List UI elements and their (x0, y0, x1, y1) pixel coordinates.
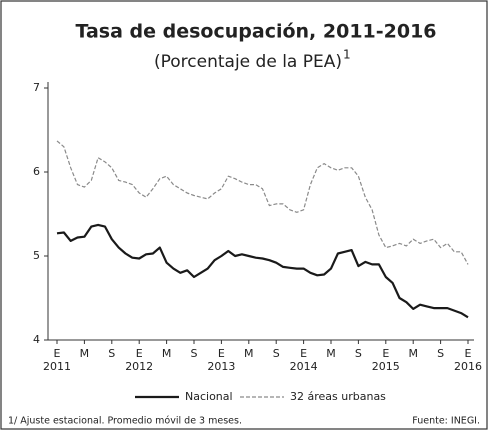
x-tick-label: S (355, 347, 362, 360)
year-label: 2015 (372, 360, 400, 373)
x-tick-label: M (80, 347, 90, 360)
footnote: 1/ Ajuste estacional. Promedio móvil de … (8, 416, 242, 427)
subtitle-note: 1 (343, 48, 351, 62)
chart-title: Tasa de desocupación, 2011-2016 (75, 21, 436, 43)
x-tick-label: S (273, 347, 280, 360)
x-tick-label: S (191, 347, 198, 360)
legend-label: Nacional (185, 390, 233, 403)
y-tick-label: 6 (33, 165, 40, 178)
x-tick-label: S (437, 347, 444, 360)
year-label: 2013 (207, 360, 235, 373)
y-tick-label: 5 (33, 249, 40, 262)
year-label: 2011 (43, 360, 71, 373)
legend-label: 32 áreas urbanas (290, 390, 386, 403)
x-tick-label: E (136, 347, 143, 360)
x-tick-label: E (465, 347, 472, 360)
series-line (56, 223, 469, 319)
series-line (56, 140, 469, 265)
x-tick-label: E (54, 347, 61, 360)
x-tick-label: M (408, 347, 418, 360)
y-tick-label: 4 (33, 333, 40, 346)
x-tick-label: S (108, 347, 115, 360)
year-label: 2012 (125, 360, 153, 373)
x-tick-label: E (382, 347, 389, 360)
chart-subtitle: (Porcentaje de la PEA) (154, 52, 342, 72)
year-label: 2016 (454, 360, 482, 373)
y-tick-label: 7 (33, 81, 40, 94)
x-tick-label: M (162, 347, 172, 360)
source: Fuente: INEGI. (412, 416, 480, 427)
x-tick-label: E (218, 347, 225, 360)
x-tick-label: M (326, 347, 336, 360)
year-label: 2014 (290, 360, 318, 373)
x-tick-label: M (244, 347, 254, 360)
x-tick-label: E (300, 347, 307, 360)
